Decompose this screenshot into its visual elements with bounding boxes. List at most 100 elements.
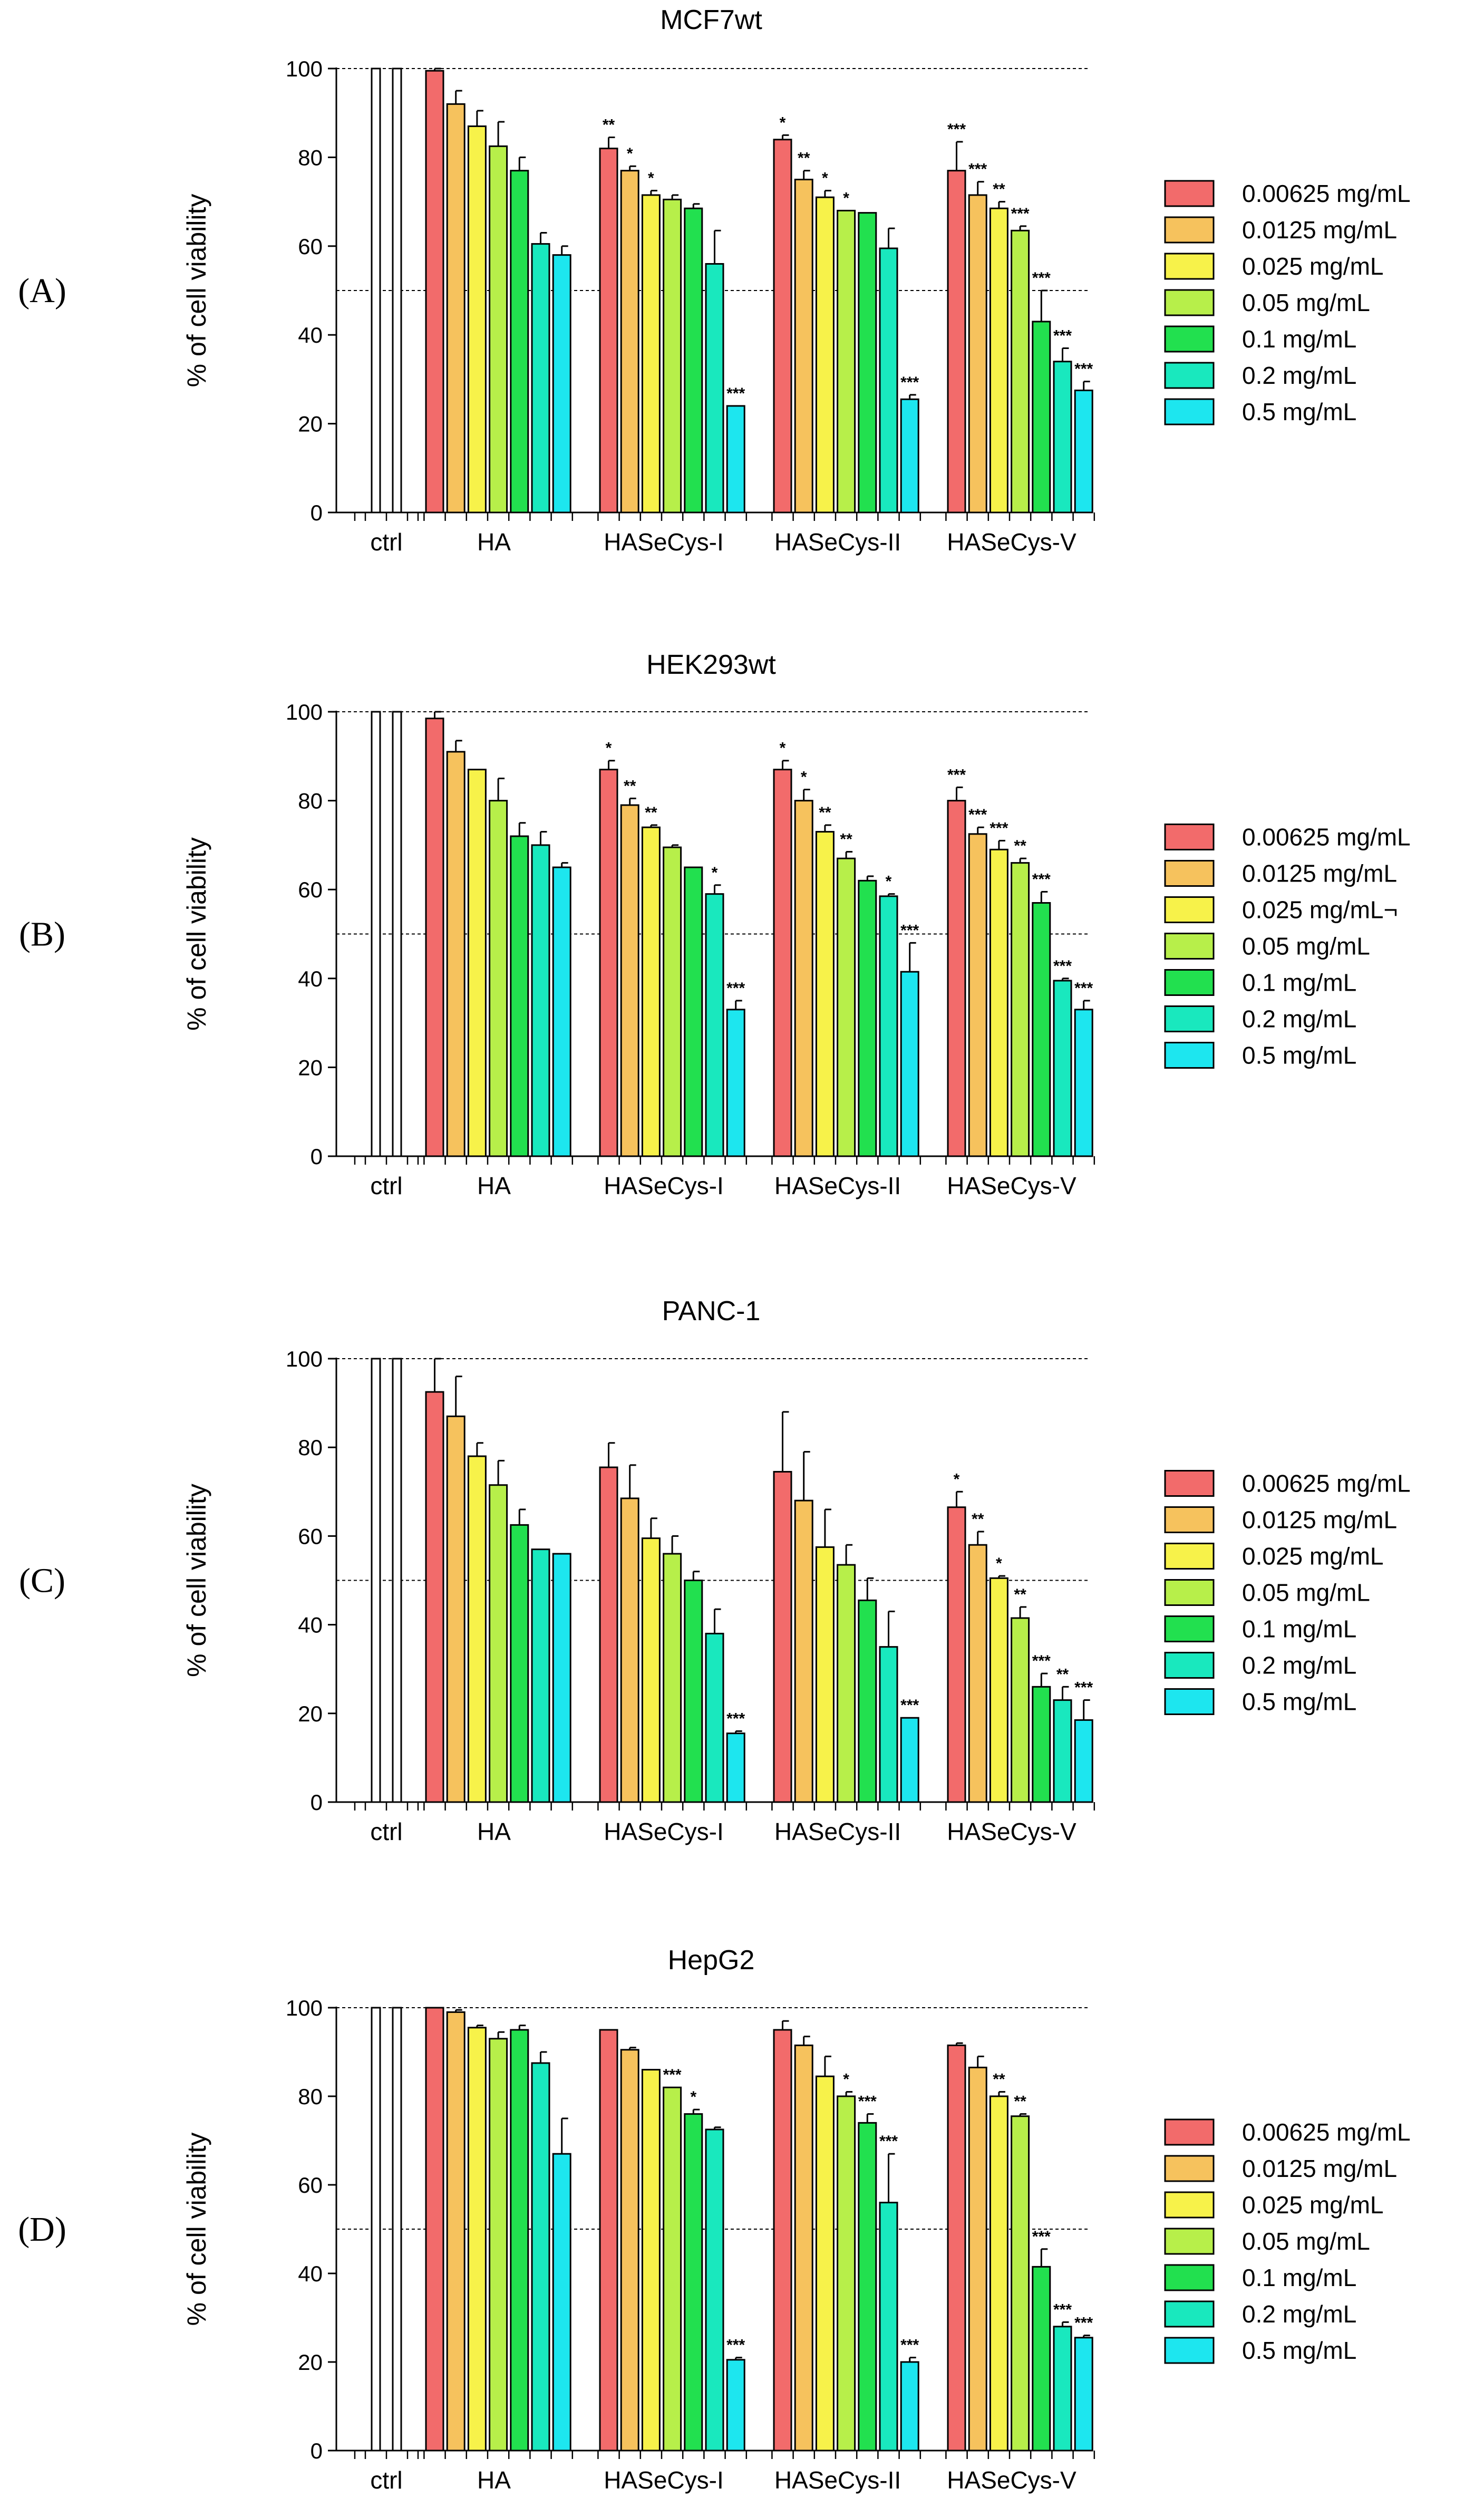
bar: [989, 1577, 1008, 1803]
bar: [425, 1391, 444, 1803]
legend-swatch: [1164, 860, 1215, 887]
bar: [794, 2044, 813, 2452]
bar: [1011, 862, 1030, 1157]
legend-label: 0.5 mg/mL: [1242, 2337, 1356, 2364]
significance-label: ***: [947, 766, 966, 783]
legend-label: 0.025 mg/mL: [1242, 1543, 1383, 1570]
category-label: HASeCys-I: [604, 528, 723, 556]
significance-label: ***: [1032, 2228, 1051, 2245]
chart-panel-b: (B) HEK293wt % of cell viability 0 20 40 60 80 1…: [19, 650, 1411, 1199]
bar: [489, 145, 508, 514]
bar: [446, 2011, 465, 2452]
significance-label: **: [819, 804, 831, 821]
y-axis-label: % of cell viability: [182, 1484, 211, 1677]
significance-label: ***: [1032, 1652, 1051, 1670]
control-bar: [392, 67, 402, 514]
bar: [794, 1499, 813, 1803]
bar: [552, 1553, 571, 1803]
legend-label: 0.05 mg/mL: [1242, 2228, 1370, 2255]
significance-label: *: [780, 740, 786, 757]
category-label: HASeCys-II: [774, 1818, 901, 1845]
legend-swatch: [1164, 933, 1215, 960]
legend-swatch: [1164, 896, 1215, 923]
control-bar: [371, 2007, 381, 2452]
y-tick-label: 60: [298, 234, 323, 259]
legend-swatch: [1164, 1615, 1215, 1642]
bar: [663, 1553, 682, 1803]
legend-swatch: [1164, 2155, 1215, 2182]
bar: [552, 2153, 571, 2452]
bar: [599, 2029, 618, 2452]
y-tick-label: 40: [298, 1613, 323, 1638]
y-tick-label: 40: [298, 2261, 323, 2286]
y-tick-label: 80: [298, 2084, 323, 2109]
bar: [773, 2029, 792, 2452]
category-label: ctrl: [370, 1818, 402, 1845]
y-tick-label: 60: [298, 877, 323, 902]
significance-label: *: [606, 740, 612, 757]
bar: [879, 895, 898, 1157]
significance-label: ***: [1074, 2315, 1093, 2332]
bar: [1053, 1699, 1072, 1803]
bar: [552, 866, 571, 1157]
bar: [1032, 1686, 1051, 1803]
category-label: HASeCys-II: [774, 2466, 901, 2494]
category-label: HASeCys-V: [947, 2466, 1076, 2494]
significance-label: ***: [1053, 2301, 1072, 2318]
bar: [794, 179, 813, 514]
legend-swatch: [1164, 1688, 1215, 1715]
bar: [900, 2361, 919, 2452]
legend-label: 0.1 mg/mL: [1242, 1615, 1356, 1643]
significance-label: **: [603, 117, 615, 134]
significance-label: ***: [1032, 870, 1051, 888]
bar: [726, 2359, 745, 2452]
legend-label: 0.00625 mg/mL: [1242, 1470, 1411, 1497]
significance-label: *: [822, 170, 828, 187]
bar: [1074, 1009, 1093, 1157]
legend-label: 0.0125 mg/mL: [1242, 1506, 1397, 1534]
significance-label: *: [627, 145, 633, 162]
y-tick-label: 100: [286, 700, 323, 724]
legend-label: 0.00625 mg/mL: [1242, 2118, 1411, 2146]
bar: [989, 207, 1008, 514]
bar: [467, 2027, 487, 2452]
legend-swatch: [1164, 1506, 1215, 1533]
category-label: HASeCys-I: [604, 1818, 723, 1845]
chart-title: HepG2: [668, 1945, 755, 1976]
chart-panel-c: (C) PANC-1 % of cell viability 0 20 40 60 80 100…: [19, 1296, 1411, 1845]
significance-label: *: [996, 1555, 1002, 1572]
chart-panel-d: (D) HepG2 % of cell viability 0 20 40 60 80 100 *…: [18, 1945, 1410, 2494]
bar: [599, 769, 618, 1157]
bar: [858, 1599, 877, 1803]
bar: [620, 170, 639, 514]
legend-label: 0.05 mg/mL: [1242, 1579, 1370, 1606]
bar: [879, 2202, 898, 2452]
bar: [1011, 1617, 1030, 1803]
y-axis-label: % of cell viability: [182, 837, 211, 1031]
y-axis-label: % of cell viability: [182, 2133, 211, 2326]
bar: [552, 254, 571, 514]
bar: [858, 879, 877, 1157]
legend-label: 0.00625 mg/mL: [1242, 180, 1411, 207]
legend-swatch: [1164, 216, 1215, 244]
bar: [663, 2086, 682, 2452]
legend-swatch: [1164, 2191, 1215, 2219]
bar: [726, 405, 745, 514]
y-tick-label: 60: [298, 1524, 323, 1548]
chart-title: HEK293wt: [646, 650, 776, 680]
bar: [705, 1632, 724, 1803]
significance-label: **: [993, 181, 1005, 198]
legend-label: 0.5 mg/mL: [1242, 1688, 1356, 1716]
category-label: HASeCys-II: [774, 528, 901, 556]
significance-label: **: [798, 150, 810, 167]
bar: [1032, 321, 1051, 514]
category-label: HA: [477, 1818, 511, 1845]
y-tick-label: 80: [298, 145, 323, 170]
legend-swatch: [1164, 2337, 1215, 2364]
legend-label: 0.2 mg/mL: [1242, 362, 1356, 389]
control-bar: [371, 711, 381, 1157]
legend-swatch: [1164, 2118, 1215, 2146]
significance-label: **: [840, 831, 852, 848]
significance-label: **: [993, 2071, 1005, 2088]
legend-swatch: [1164, 1470, 1215, 1497]
